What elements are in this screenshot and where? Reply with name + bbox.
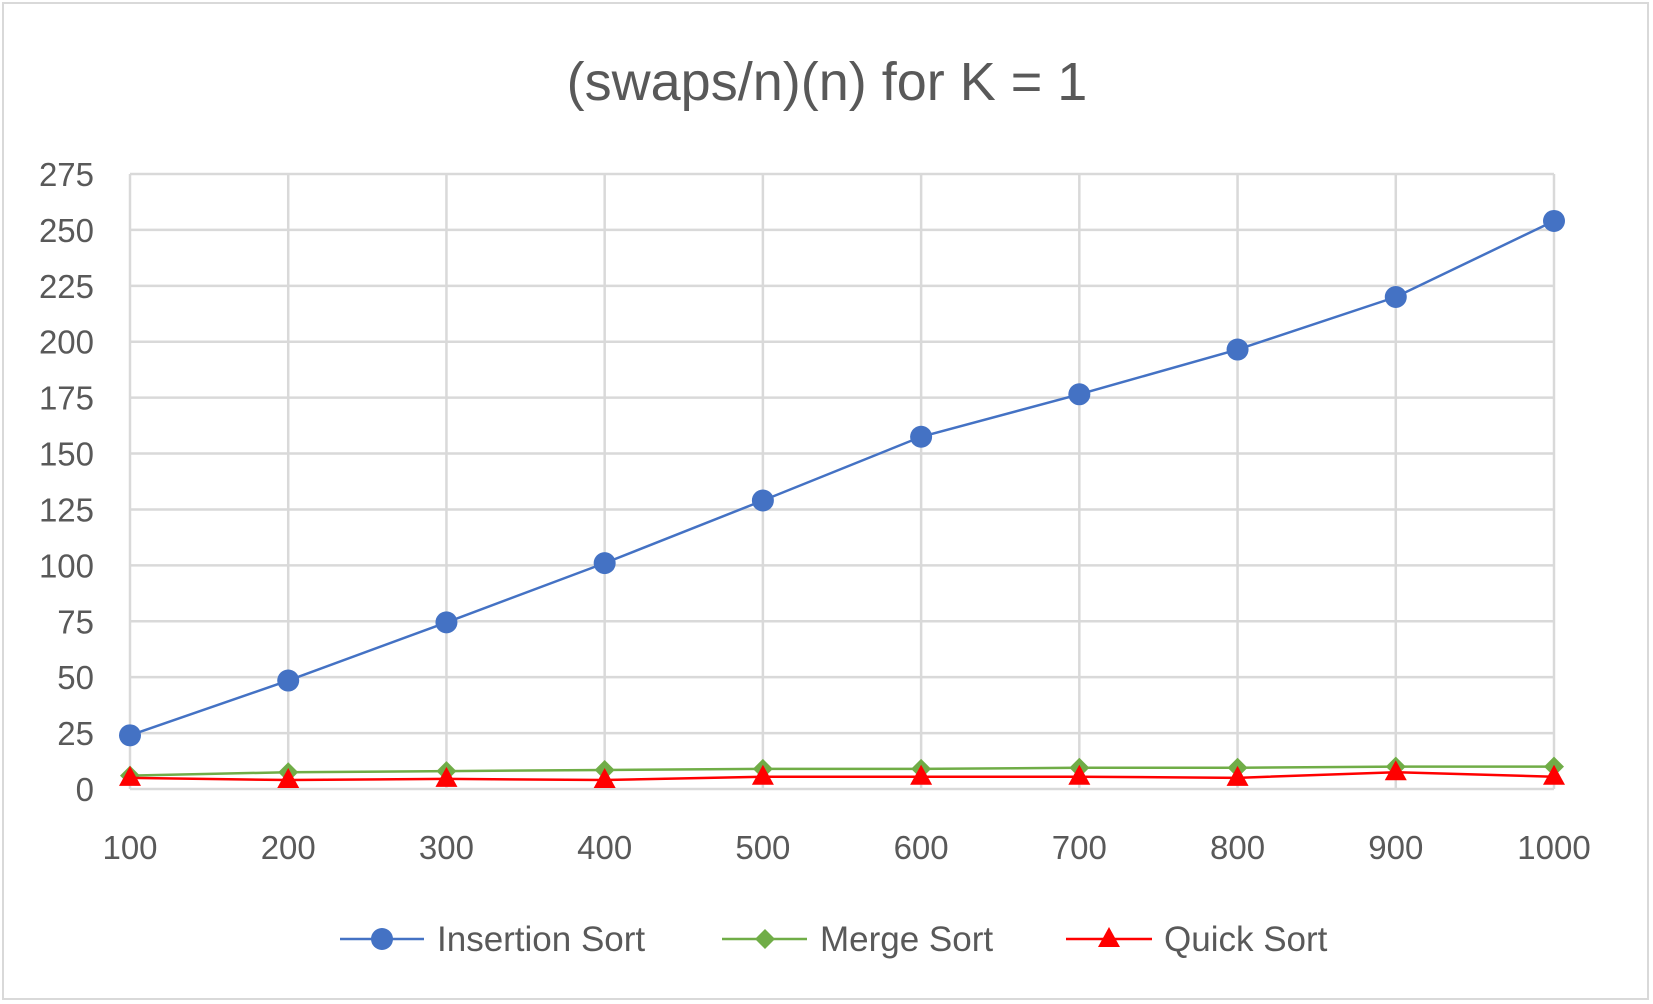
data-point [1068,764,1091,785]
data-point [1543,764,1565,785]
y-tick-label: 75 [57,603,94,640]
legend-label: Quick Sort [1164,920,1328,959]
data-point [277,768,300,789]
y-tick-label: 0 [76,771,94,808]
x-tick-label: 700 [1052,829,1107,866]
data-point [1543,209,1565,232]
y-tick-label: 225 [39,268,94,305]
series-quick-sort [119,760,1565,789]
data-point [1226,338,1249,361]
data-point [1384,760,1407,781]
x-tick-label: 800 [1210,829,1265,866]
gridlines [128,172,1556,791]
data-point [1226,765,1249,786]
series-insertion-sort [119,209,1565,747]
legend-item: Merge Sort [722,920,993,959]
data-point [910,425,933,448]
x-tick-label: 100 [102,829,157,866]
series-line [129,219,1555,737]
x-axis-tick-labels: 100 200 300 400 500 600 700 800 900 1000 [102,829,1590,866]
y-tick-label: 175 [39,380,94,417]
legend-label: Insertion Sort [437,920,645,959]
data-point [119,724,141,747]
series-merge-sort [120,756,1564,786]
data-point [119,765,141,786]
y-tick-label: 100 [39,547,94,584]
x-tick-label: 200 [261,829,316,866]
data-point [751,764,774,785]
series-group [119,209,1565,789]
data-point [277,669,300,692]
x-tick-label: 600 [894,829,949,866]
y-axis-tick-labels: 0 25 50 75 100 125 150 175 200 225 250 275 [39,156,94,808]
data-point [435,766,458,787]
x-tick-label: 300 [419,829,474,866]
x-tick-label: 1000 [1517,829,1590,866]
y-tick-label: 150 [39,436,94,473]
legend-item: Quick Sort [1066,920,1328,959]
y-tick-label: 250 [39,212,94,249]
chart-title: (swaps/n)(n) for K = 1 [567,52,1088,112]
y-tick-label: 275 [39,156,94,193]
legend-marker [1098,927,1120,947]
data-point [910,764,933,785]
legend-item: Insertion Sort [340,920,645,959]
y-tick-label: 200 [39,324,94,361]
data-point [593,552,616,575]
legend-marker [371,928,393,950]
legend: Insertion Sort Merge Sort Quick Sort [340,920,1328,959]
y-tick-label: 125 [39,491,94,528]
line-chart: (swaps/n)(n) for K = 1 0 25 50 75 100 125 150 1… [39,52,1591,959]
x-tick-label: 900 [1368,829,1423,866]
legend-label: Merge Sort [820,920,993,959]
series-line [129,770,1555,782]
x-tick-label: 500 [735,829,790,866]
data-point [751,489,774,512]
x-tick-label: 400 [577,829,632,866]
data-point [593,768,616,789]
data-point [435,611,458,634]
data-point [1068,383,1091,406]
y-tick-label: 25 [57,715,94,752]
y-tick-label: 50 [57,659,94,696]
series-line [129,765,1554,777]
legend-marker [755,929,775,949]
data-point [1384,286,1407,308]
